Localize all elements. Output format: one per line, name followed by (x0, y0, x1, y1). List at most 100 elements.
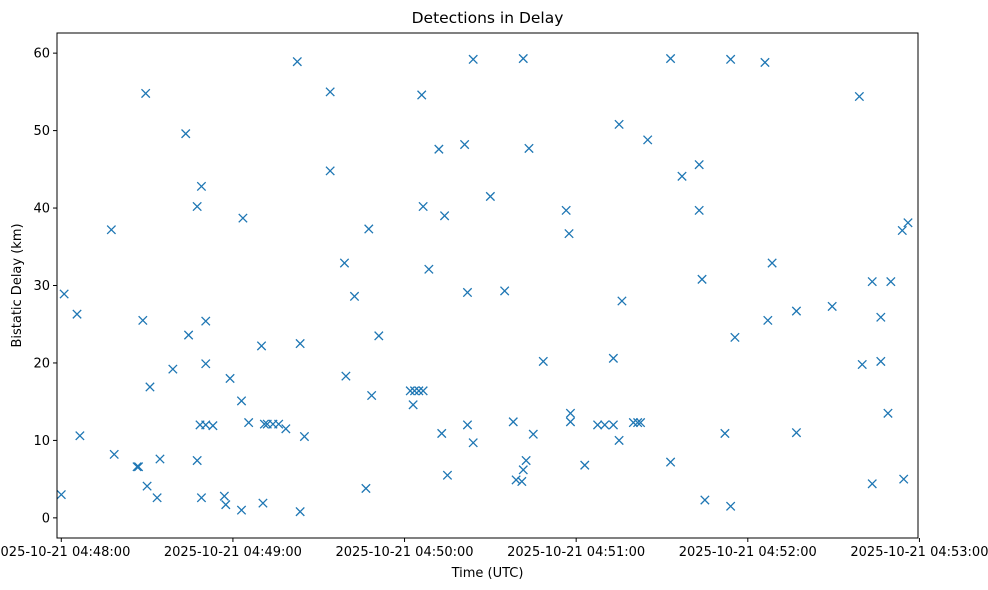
data-point (364, 224, 374, 234)
data-point (424, 264, 434, 274)
data-point (109, 449, 119, 460)
data-point (517, 476, 527, 487)
data-point (697, 274, 707, 284)
data-point (442, 470, 453, 480)
data-point (132, 462, 142, 472)
data-point (886, 276, 896, 287)
data-point (341, 371, 351, 381)
data-point (181, 129, 191, 139)
data-point (106, 225, 117, 235)
data-point (694, 160, 704, 170)
data-point (168, 364, 178, 374)
data-point (485, 191, 496, 202)
data-point (325, 166, 335, 176)
data-point (192, 455, 202, 466)
data-point (538, 356, 548, 367)
data-point (221, 500, 231, 510)
data-point (59, 289, 69, 299)
data-point (434, 144, 444, 154)
data-point (521, 455, 531, 466)
data-point (295, 338, 305, 349)
data-point (677, 171, 687, 181)
data-point (511, 475, 521, 485)
data-point (876, 312, 886, 322)
data-point (854, 91, 865, 102)
data-point (462, 420, 473, 430)
y-axis-title: Bistatic Delay (km) (10, 223, 25, 347)
data-point (256, 341, 267, 351)
data-point (791, 428, 802, 438)
data-point (281, 424, 291, 434)
data-point (518, 53, 528, 64)
y-tick-label: 20 (33, 356, 50, 371)
data-point (361, 483, 371, 494)
data-point (225, 373, 235, 384)
data-point (565, 417, 576, 427)
data-point (700, 495, 710, 505)
data-point (152, 493, 162, 503)
data-point (608, 353, 619, 363)
data-point (196, 181, 207, 192)
data-point (500, 286, 510, 296)
data-point (763, 315, 773, 326)
data-point (608, 420, 619, 430)
data-point (867, 479, 877, 489)
chart-title: Detections in Delay (412, 9, 564, 27)
data-point (459, 139, 470, 150)
data-point (299, 431, 310, 442)
data-point (183, 330, 194, 340)
data-point (564, 228, 574, 239)
data-point (259, 419, 270, 429)
data-point (409, 386, 420, 396)
data-point (767, 258, 777, 268)
data-point (141, 88, 151, 99)
data-point (791, 306, 802, 316)
data-point (145, 382, 155, 392)
data-point (827, 301, 837, 312)
data-point (462, 287, 473, 298)
data-point (414, 386, 424, 396)
y-tick-label: 50 (33, 124, 50, 139)
data-point (408, 400, 418, 410)
data-point (730, 332, 740, 343)
data-point (725, 54, 736, 64)
data-point (437, 428, 447, 439)
data-point (903, 218, 913, 228)
data-point (142, 481, 152, 491)
data-point (561, 205, 571, 216)
y-tick-label: 60 (33, 47, 50, 62)
data-point (201, 359, 211, 369)
data-point (133, 462, 144, 472)
x-tick-label: 2025-10-21 04:50:00 (336, 545, 474, 560)
data-point (405, 386, 415, 396)
data-point (468, 438, 478, 448)
x-tick-label: 2025-10-21 04:51:00 (507, 545, 645, 560)
data-point (468, 54, 478, 64)
data-point (72, 309, 82, 319)
x-tick-label: 2025-10-21 04:49:00 (164, 545, 302, 560)
data-point (439, 211, 450, 221)
data-point (725, 501, 736, 511)
y-tick-label: 0 (42, 511, 50, 526)
data-point (633, 417, 643, 428)
data-point (418, 386, 428, 396)
data-point (236, 505, 247, 515)
data-point (592, 420, 603, 430)
data-point (243, 417, 254, 428)
data-point (635, 417, 646, 428)
data-point (374, 331, 384, 341)
data-point (899, 474, 909, 484)
x-axis-ticks: 2025-10-21 04:48:00 2025-10-21 04:49:00 20… (0, 538, 988, 560)
data-point (238, 213, 248, 223)
data-point (665, 457, 676, 467)
data-point (528, 429, 538, 439)
data-point (580, 460, 590, 470)
data-point (196, 493, 207, 503)
data-point (339, 258, 350, 268)
data-point (349, 291, 360, 302)
data-point (518, 465, 528, 475)
data-point (508, 417, 518, 427)
data-point (720, 428, 730, 439)
